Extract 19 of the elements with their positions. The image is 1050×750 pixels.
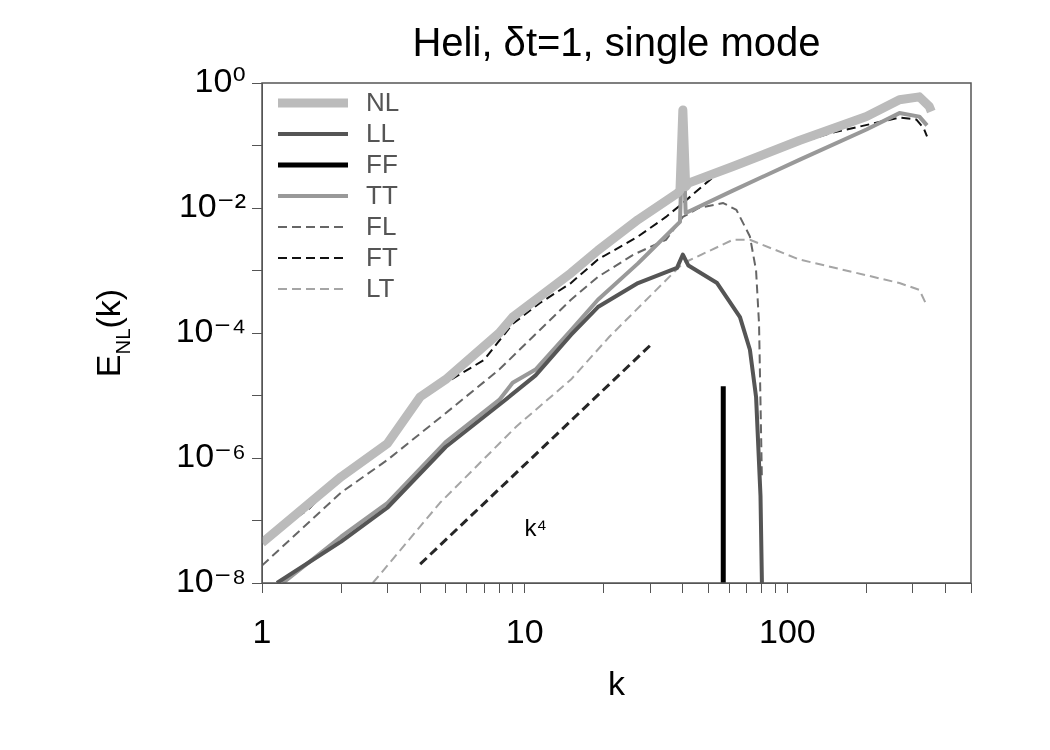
annotation: k⁴: [524, 514, 547, 542]
legend-label: LT: [366, 273, 395, 304]
y-tick-label: 10⁻⁸: [175, 561, 246, 600]
chart-title: Heli, δt=1, single mode: [412, 20, 821, 64]
legend-label: TT: [366, 180, 398, 211]
y-tick-label: 10⁻²: [178, 186, 246, 225]
legend-label: FL: [366, 211, 397, 242]
legend-label: FF: [366, 149, 398, 180]
y-tick-label: 10⁰: [194, 61, 246, 100]
x-tick-label: 1: [252, 611, 272, 650]
y-axis-title: ENL(k): [89, 288, 135, 378]
legend-label: NL: [366, 87, 400, 118]
x-axis-title: k: [608, 664, 626, 702]
x-tick-label: 10: [505, 611, 544, 650]
y-tick-label: 10⁻⁴: [175, 311, 246, 350]
legend-label: FT: [366, 242, 398, 273]
y-tick-label: 10⁻⁶: [176, 436, 246, 475]
legend-label: LL: [366, 118, 395, 149]
x-tick-label: 100: [759, 611, 816, 650]
